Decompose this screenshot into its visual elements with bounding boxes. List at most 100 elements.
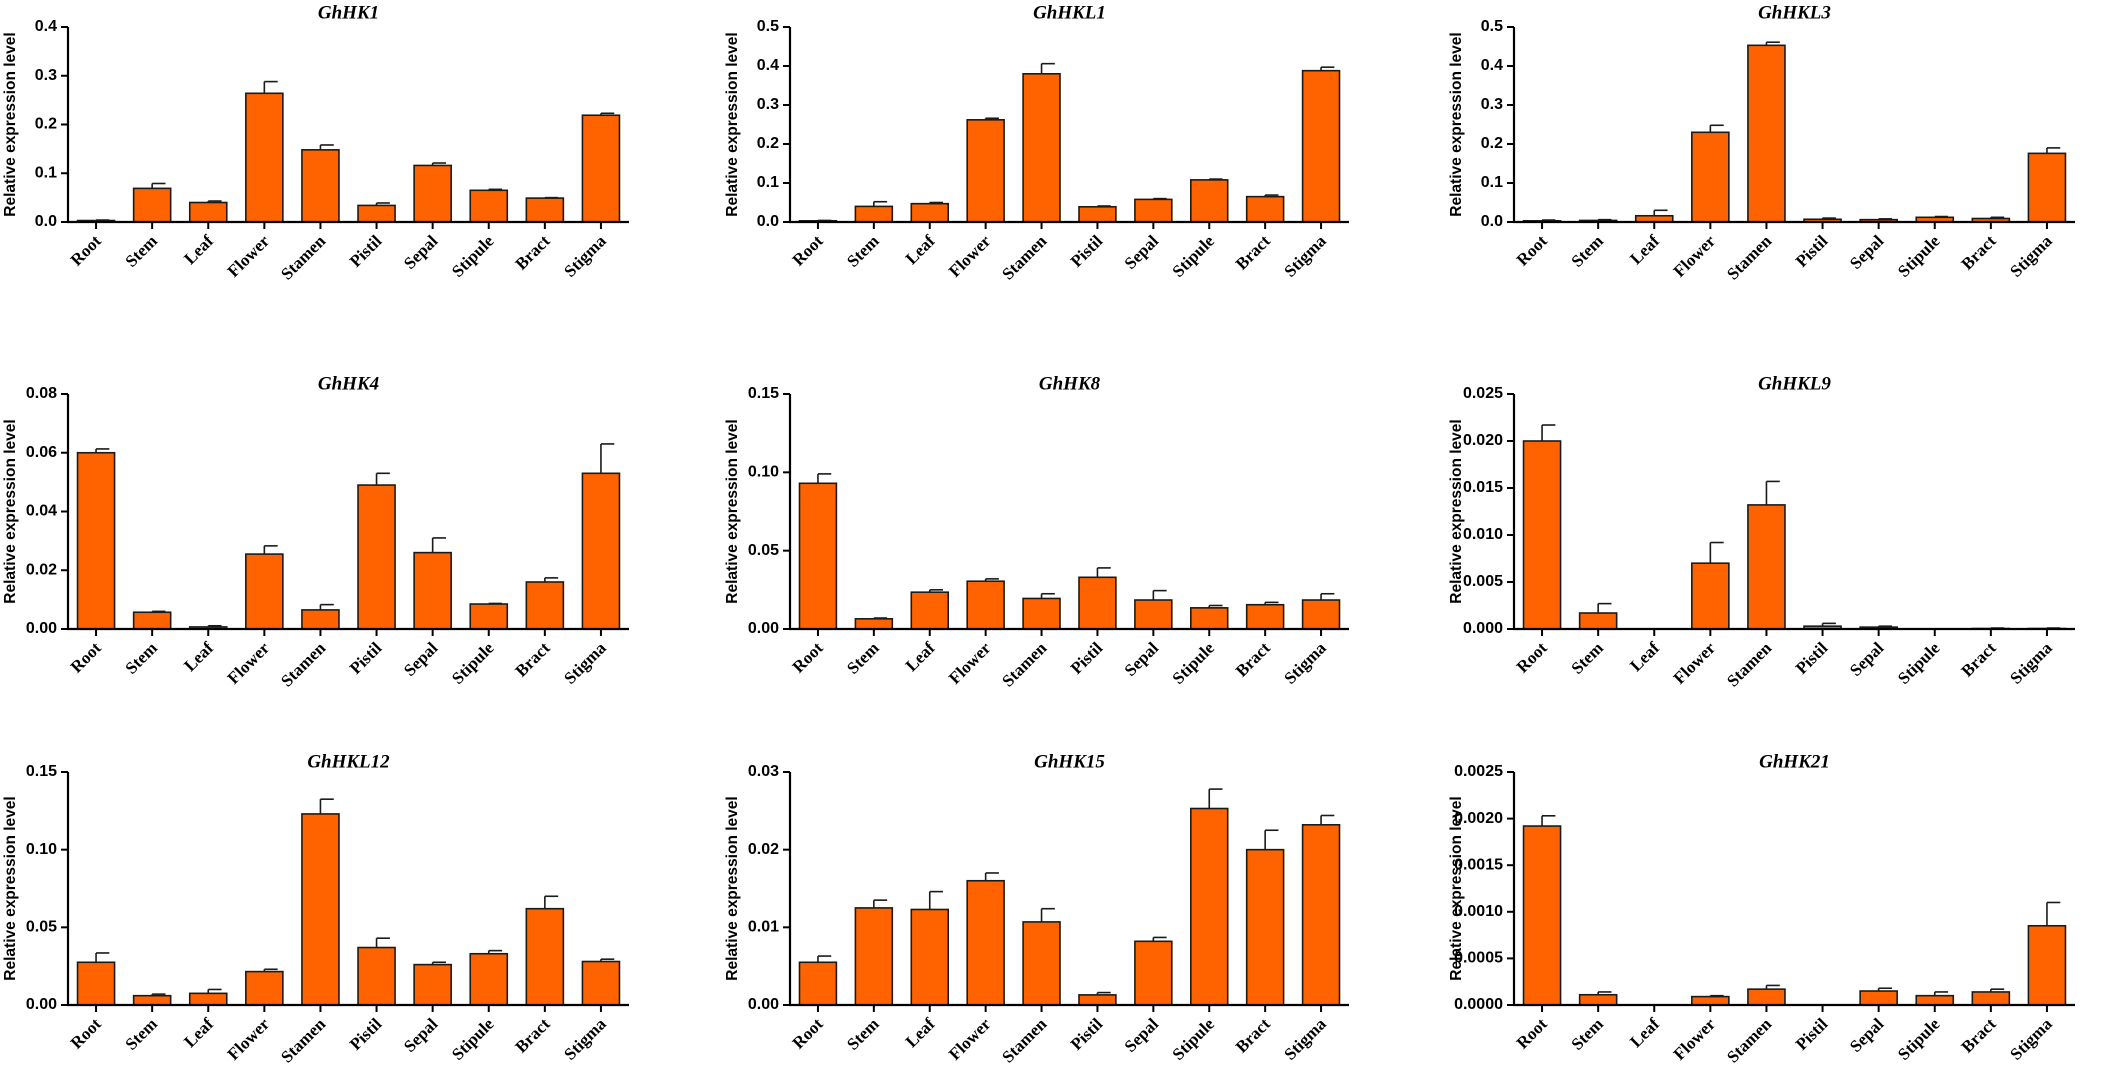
x-tick-label: Stamen — [998, 231, 1051, 284]
bar-Leaf — [910, 591, 949, 630]
y-tick-label: 0.1 — [757, 174, 779, 191]
x-tick-label: Stipule — [1894, 1014, 1944, 1064]
y-axis-label: Relative expression level — [724, 419, 741, 603]
bar-Stigma — [581, 472, 621, 630]
bar-Stigma — [2027, 152, 2067, 223]
y-tick-label: 0.1 — [1481, 174, 1503, 191]
bar-Stamen — [1022, 921, 1061, 1006]
axes — [788, 772, 1349, 1007]
x-tick-label: Stigma — [560, 1014, 610, 1064]
x-tick-label: Stem — [843, 1014, 882, 1053]
y-tick-label: 0.0010 — [1454, 903, 1503, 920]
x-tick-label: Flower — [224, 231, 274, 281]
panel-GhHK21: GhHK21 Relative expression level 0.0000 0.0… — [1448, 751, 2075, 1067]
x-tick-label: Stigma — [1280, 638, 1330, 688]
y-tick-label: 0.2 — [757, 135, 779, 152]
x-tick-label: Pistil — [1792, 638, 1832, 678]
y-tick-label: 0.10 — [26, 841, 57, 858]
x-tick-label: Stamen — [277, 1014, 330, 1067]
x-tick-label: Stigma — [560, 231, 610, 281]
x-tick-label: Stipule — [1169, 638, 1219, 688]
y-tick-label: 0.00 — [748, 996, 779, 1013]
axes — [1512, 772, 2075, 1007]
bar-Flower — [1691, 995, 1730, 1006]
panel-title: GhHKL9 — [1758, 373, 1831, 394]
x-tick-label: Flower — [945, 1014, 995, 1064]
y-tick-label: 0.5 — [757, 18, 779, 35]
y-tick-label: 0.3 — [1481, 96, 1503, 113]
x-tick-label: Pistil — [1067, 638, 1107, 678]
bar-Flower — [966, 119, 1005, 223]
bar-Root — [1522, 440, 1562, 630]
y-axis-label: Relative expression level — [1448, 419, 1465, 603]
x-tick-label: Sepal — [400, 638, 442, 680]
x-tick-label: Stem — [843, 231, 882, 270]
x-tick-label: Stem — [122, 231, 161, 270]
x-tick-label: Bract — [1958, 1014, 2000, 1056]
x-tick-label: Root — [1513, 638, 1551, 676]
x-tick-label: Stigma — [1280, 1014, 1330, 1064]
bar-Stamen — [301, 609, 340, 630]
y-tick-label: 0.4 — [1481, 57, 1503, 74]
x-tick-label: Stamen — [998, 1014, 1051, 1067]
bar-Stigma — [581, 114, 621, 223]
bar-Stigma — [2027, 924, 2067, 1006]
bar-Bract — [1245, 603, 1285, 630]
x-tick-label: Root — [67, 638, 105, 676]
y-tick-label: 0.02 — [748, 841, 779, 858]
x-tick-label: Flower — [945, 231, 995, 281]
bar-Stipule — [1190, 607, 1229, 630]
y-axis-label: Relative expression level — [1448, 796, 1465, 980]
x-tick-label: Leaf — [180, 638, 217, 675]
x-tick-label: Flower — [1670, 231, 1720, 281]
x-tick-label: Sepal — [400, 231, 442, 273]
x-tick-label: Stem — [1568, 638, 1607, 677]
x-tick-label: Sepal — [400, 1014, 442, 1056]
bar-Leaf — [910, 202, 949, 223]
y-tick-label: 0.4 — [35, 18, 57, 35]
x-tick-label: Bract — [512, 231, 554, 273]
x-tick-label: Flower — [1670, 1014, 1720, 1064]
bar-Stipule — [469, 189, 509, 223]
y-tick-label: 0.00 — [26, 620, 57, 637]
x-tick-label: Bract — [512, 638, 554, 680]
panel-title: GhHK8 — [1039, 373, 1101, 394]
x-tick-label: Stem — [122, 638, 161, 677]
x-tick-label: Flower — [224, 1014, 274, 1064]
bar-Leaf — [910, 908, 949, 1006]
x-tick-label: Stem — [122, 1014, 161, 1053]
y-tick-label: 0.0020 — [1454, 810, 1503, 827]
panel-GhHKL1: GhHKL1 Relative expression level 0.0 0.1 0.2… — [724, 2, 1349, 284]
x-tick-label: Stamen — [1723, 638, 1776, 691]
axes — [1512, 394, 2075, 631]
bar-Root — [76, 961, 116, 1006]
x-tick-label: Stipule — [1894, 231, 1944, 281]
bar-Stem — [1578, 993, 1618, 1006]
x-tick-label: Pistil — [346, 638, 386, 678]
x-tick-label: Stipule — [448, 1014, 498, 1064]
bar-Stamen — [1747, 44, 1786, 223]
bar-Leaf — [188, 201, 228, 223]
x-tick-label: Sepal — [1121, 231, 1163, 273]
y-tick-label: 0.10 — [748, 464, 779, 481]
panel-GhHK8: GhHK8 Relative expression level 0.00 0.05 0.… — [724, 373, 1349, 691]
bar-Pistil — [1078, 576, 1117, 630]
y-tick-label: 0.0025 — [1454, 763, 1503, 780]
bar-Pistil — [357, 484, 396, 630]
x-tick-label: Stipule — [448, 231, 498, 281]
y-tick-label: 0.015 — [1463, 479, 1503, 496]
y-tick-label: 0.010 — [1463, 526, 1503, 543]
x-tick-label: Bract — [512, 1014, 554, 1056]
panel-title: GhHKL1 — [1033, 2, 1106, 23]
x-tick-label: Pistil — [1067, 231, 1107, 271]
bar-Flower — [245, 553, 284, 630]
x-tick-label: Pistil — [346, 1014, 386, 1054]
x-tick-label: Pistil — [1067, 1014, 1107, 1054]
bar-Pistil — [357, 204, 396, 223]
bar-Flower — [1691, 131, 1730, 223]
x-tick-label: Stigma — [560, 638, 610, 688]
bar-Stigma — [1301, 69, 1341, 223]
y-tick-label: 0.05 — [26, 919, 57, 936]
panel-GhHK4: GhHK4 Relative expression level 0.00 0.02 0.… — [2, 373, 629, 691]
